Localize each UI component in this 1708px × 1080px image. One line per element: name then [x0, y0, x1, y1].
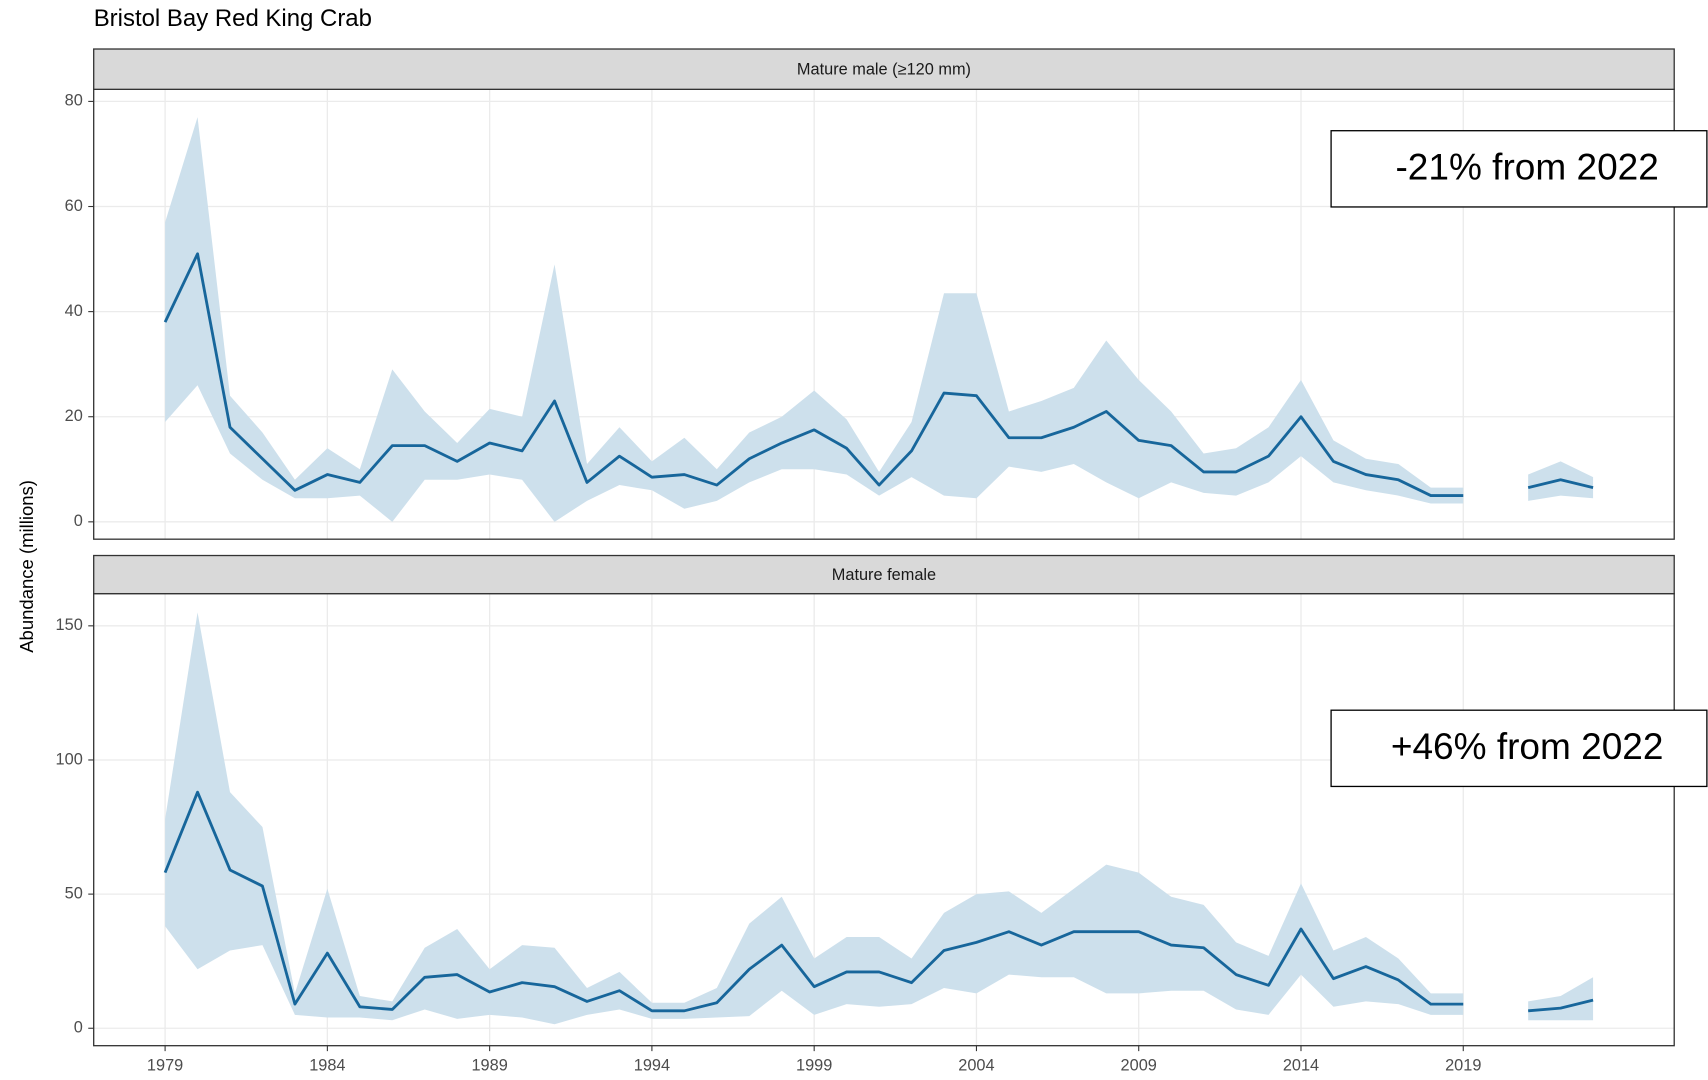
x-tick-label: 2004	[958, 1057, 994, 1075]
y-tick-label: 150	[56, 616, 83, 634]
strip-label: Mature male (≥120 mm)	[797, 61, 971, 79]
confidence-band	[165, 612, 1464, 1025]
annotation: +46% from 2022	[1391, 725, 1664, 767]
chart-title: Bristol Bay Red King Crab	[94, 5, 372, 32]
annotation: -21% from 2022	[1395, 146, 1658, 188]
y-tick-label: 60	[65, 197, 83, 215]
y-tick-label: 0	[74, 512, 83, 530]
annotation-box	[1330, 709, 1708, 788]
y-tick-label: 20	[65, 407, 83, 425]
y-tick-label: 50	[65, 884, 83, 902]
strip	[93, 554, 1675, 595]
y-axis-label: Abundance (millions)	[16, 480, 37, 653]
y-tick-label: 80	[65, 92, 83, 110]
strip-label: Mature female	[832, 566, 936, 584]
line	[163, 790, 1594, 1013]
x-tick-label: 1999	[796, 1057, 832, 1075]
x-tick-label: 2014	[1283, 1057, 1319, 1075]
strip	[93, 48, 1675, 90]
y-tick-label: 0	[74, 1019, 83, 1037]
line	[163, 252, 1594, 497]
x-tick-label: 1989	[471, 1057, 507, 1075]
x-tick-label: 2019	[1445, 1057, 1481, 1075]
x-tick-label: 1984	[309, 1057, 345, 1075]
y-tick-label: 100	[56, 750, 83, 768]
confidence-band	[165, 117, 1464, 522]
annotation-box	[1330, 130, 1708, 208]
x-tick-label: 1979	[147, 1057, 183, 1075]
y-tick-label: 40	[65, 302, 83, 320]
x-tick-label: 2009	[1121, 1057, 1157, 1075]
x-tick-label: 1994	[634, 1057, 670, 1075]
